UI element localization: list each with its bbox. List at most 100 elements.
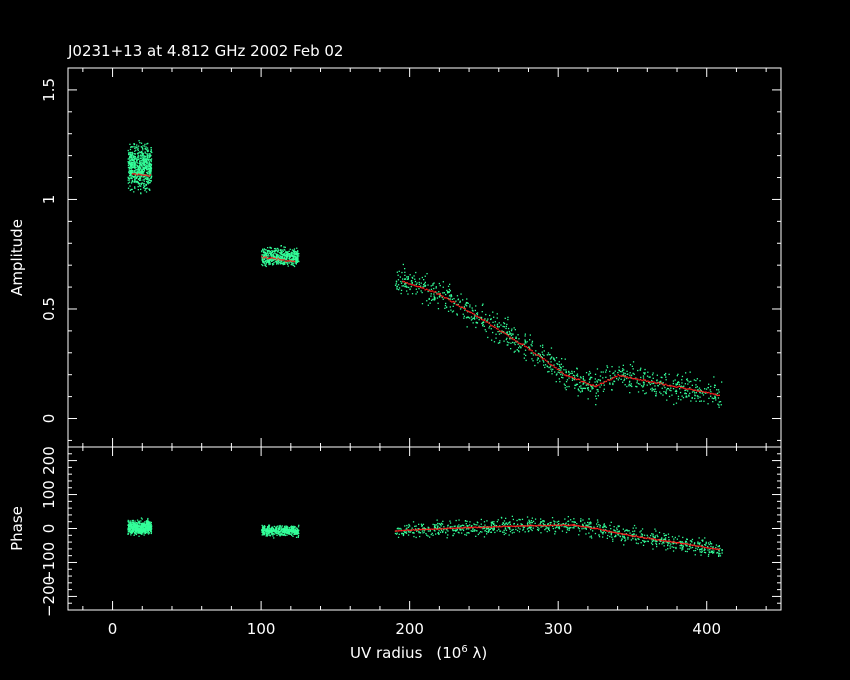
data-point — [565, 522, 567, 524]
model-point — [408, 529, 410, 531]
data-point — [295, 527, 297, 529]
data-point — [290, 528, 292, 531]
data-point — [132, 158, 134, 161]
model-point — [709, 393, 712, 395]
data-point — [397, 279, 400, 281]
data-point — [295, 258, 298, 260]
data-point — [679, 391, 682, 394]
data-point — [500, 324, 502, 326]
data-point — [139, 522, 141, 524]
data-point — [284, 534, 287, 537]
data-point — [281, 254, 283, 256]
data-point — [407, 531, 410, 533]
data-point — [565, 369, 567, 371]
data-point — [538, 353, 540, 355]
data-point — [132, 526, 135, 529]
data-point — [532, 527, 534, 529]
data-point — [146, 177, 148, 180]
data-point — [130, 163, 132, 165]
data-point — [148, 188, 151, 190]
data-point — [506, 341, 509, 343]
data-point — [691, 541, 693, 543]
data-point — [466, 526, 468, 528]
data-point — [133, 157, 135, 159]
data-point — [503, 340, 505, 342]
data-point — [281, 526, 283, 528]
data-point — [540, 521, 542, 523]
data-point — [689, 540, 692, 542]
model-point — [535, 525, 538, 527]
data-point — [685, 540, 687, 543]
data-point — [576, 383, 579, 385]
data-point — [283, 253, 285, 255]
model-points — [131, 173, 720, 397]
data-point — [133, 165, 135, 168]
data-point — [397, 284, 400, 286]
data-point — [297, 250, 299, 252]
data-point — [140, 157, 142, 160]
data-point — [436, 524, 438, 526]
data-point — [721, 381, 723, 383]
data-point — [512, 518, 514, 521]
data-point — [696, 386, 698, 388]
data-point — [602, 526, 604, 528]
data-point — [147, 180, 150, 182]
data-point — [292, 530, 294, 532]
data-point — [135, 529, 137, 531]
data-point — [558, 523, 560, 525]
model-point — [708, 391, 710, 394]
data-point — [443, 526, 445, 528]
data-point — [699, 396, 701, 398]
data-point — [677, 395, 680, 398]
data-point — [558, 368, 560, 370]
data-point — [279, 261, 281, 263]
data-point — [135, 527, 137, 529]
data-point — [264, 263, 266, 265]
data-point — [128, 171, 130, 173]
data-point — [145, 159, 147, 161]
data-point — [431, 299, 433, 301]
data-point — [620, 539, 622, 542]
data-point — [705, 544, 707, 546]
model-point — [406, 529, 409, 531]
data-point — [291, 263, 293, 265]
data-point — [714, 396, 716, 398]
data-point — [262, 525, 264, 527]
data-point — [401, 285, 403, 287]
data-point — [667, 542, 669, 544]
model-point — [394, 530, 397, 532]
data-point — [447, 285, 450, 287]
data-point — [629, 372, 631, 374]
data-point — [511, 532, 513, 534]
data-point — [694, 542, 696, 544]
model-point — [706, 547, 709, 549]
model-point — [521, 525, 523, 527]
data-point — [474, 524, 476, 526]
data-point — [508, 522, 510, 524]
data-point — [132, 529, 134, 531]
data-point — [540, 532, 542, 534]
model-point — [669, 540, 671, 543]
data-point — [701, 392, 703, 394]
data-point — [699, 549, 701, 551]
model-point — [538, 355, 541, 357]
model-point — [650, 381, 652, 383]
data-point — [293, 532, 296, 534]
data-point — [454, 525, 456, 527]
data-point — [136, 519, 139, 521]
x-axis-label-unit: (10 — [436, 644, 461, 662]
data-point — [286, 257, 288, 259]
data-point — [484, 530, 486, 532]
data-point — [703, 400, 705, 402]
data-point — [526, 528, 529, 530]
data-point — [394, 532, 397, 535]
data-point — [129, 148, 132, 151]
model-point — [595, 527, 597, 530]
data-point — [629, 374, 631, 376]
data-point — [282, 254, 284, 256]
data-point — [452, 529, 454, 531]
data-point — [140, 165, 143, 167]
data-point — [149, 162, 151, 165]
data-point — [700, 400, 702, 402]
